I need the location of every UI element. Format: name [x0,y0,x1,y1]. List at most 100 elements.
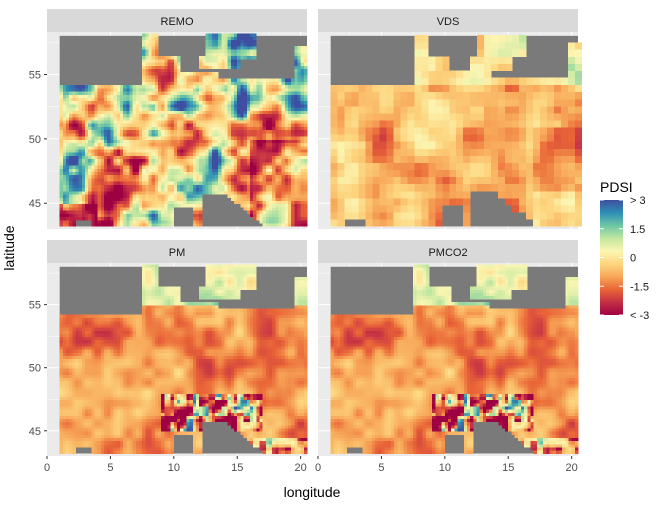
heatmap-cell [135,216,140,221]
heatmap-cell [449,77,457,86]
heatmap-cell [107,133,111,137]
heatmap-cell [151,120,156,124]
heatmap-cell [211,139,216,144]
heatmap-cell [66,194,70,198]
heatmap-cell [154,46,159,50]
heatmap-cell [69,349,73,353]
heatmap-cell [97,203,102,208]
heatmap-cell [142,200,146,205]
heatmap-cell [151,152,156,156]
heatmap-cell [224,42,229,47]
heatmap-cell [237,181,241,185]
heatmap-cell [91,165,95,169]
heatmap-cell [72,223,76,227]
heatmap-cell [72,213,76,218]
heatmap-cell [278,78,282,82]
heatmap-cell [256,203,260,208]
heatmap-cell [157,107,162,111]
heatmap-cell [491,56,499,64]
heatmap-cell [110,84,114,89]
heatmap-cell [256,155,260,160]
heatmap-cell [66,100,70,105]
heatmap-cell [234,174,238,179]
heatmap-cell [281,197,286,201]
heatmap-cell [303,200,308,205]
heatmap-cell [189,194,194,198]
heatmap-cell [498,113,506,121]
heatmap-cell [256,113,260,118]
heatmap-cell [284,81,289,86]
heatmap-cell [414,148,422,156]
heatmap-cell [205,174,210,179]
heatmap-cell [300,104,305,108]
heatmap-cell [69,187,73,192]
heatmap-cell [167,88,171,92]
heatmap-cell [62,126,67,131]
heatmap-cell [85,203,89,208]
heatmap-cell [237,46,241,50]
heatmap-cell [78,155,83,160]
heatmap-cell [246,42,251,47]
heatmap-cell [142,91,146,95]
heatmap-cell [230,104,235,108]
heatmap-cell [268,155,273,160]
heatmap-cell [132,152,137,156]
heatmap-cell [221,149,225,153]
heatmap-cell [477,148,485,156]
heatmap-cell [88,321,92,325]
heatmap-cell [253,46,257,50]
heatmap-cell [145,178,149,182]
heatmap-cell [192,181,197,185]
heatmap-cell [300,181,305,185]
heatmap-cell [386,148,394,156]
heatmap-cell [154,55,159,60]
heatmap-cell [253,97,257,102]
heatmap-cell [132,110,137,115]
heatmap-cell [119,158,124,163]
heatmap-cell [88,139,92,144]
heatmap-cell [154,197,159,201]
heatmap-cell [372,212,380,220]
heatmap-cell [69,100,73,105]
heatmap-cell [72,343,76,347]
heatmap-cell [249,42,254,47]
heatmap-cell [237,39,241,44]
heatmap-cell [456,155,464,163]
heatmap-cell [268,133,273,137]
heatmap-cell [189,94,194,98]
heatmap-cell [75,194,80,198]
heatmap-cell [170,62,175,66]
heatmap-cell [142,97,146,102]
heatmap-cell [154,97,159,102]
heatmap-cell [246,174,251,179]
heatmap-cell [66,444,70,448]
heatmap-cell [211,36,216,41]
heatmap-cell [167,120,171,124]
heatmap-cell [202,107,206,111]
heatmap-cell [167,191,171,195]
heatmap-cell [81,194,86,198]
heatmap-cell [265,162,270,166]
heatmap-cell [142,52,146,57]
heatmap-cell [62,133,67,137]
heatmap-cell [243,136,248,140]
heatmap-cell [265,152,270,156]
heatmap-cell [154,113,159,118]
heatmap-cell [66,437,70,442]
heatmap-cell [268,181,273,185]
heatmap-cell [62,171,67,176]
heatmap-cell [278,97,282,102]
heatmap-cell [91,447,95,451]
heatmap-cell [414,219,422,227]
heatmap-cell [126,100,130,105]
heatmap-cell [135,174,140,179]
heatmap-cell [199,178,203,182]
heatmap-cell [72,406,76,410]
heatmap-cell [189,197,194,201]
heatmap-cell [91,421,95,426]
heatmap-cell [421,176,429,185]
heatmap-cell [351,169,359,178]
heatmap-cell [186,100,190,105]
heatmap-cell [173,110,178,115]
heatmap-cell [211,129,216,134]
